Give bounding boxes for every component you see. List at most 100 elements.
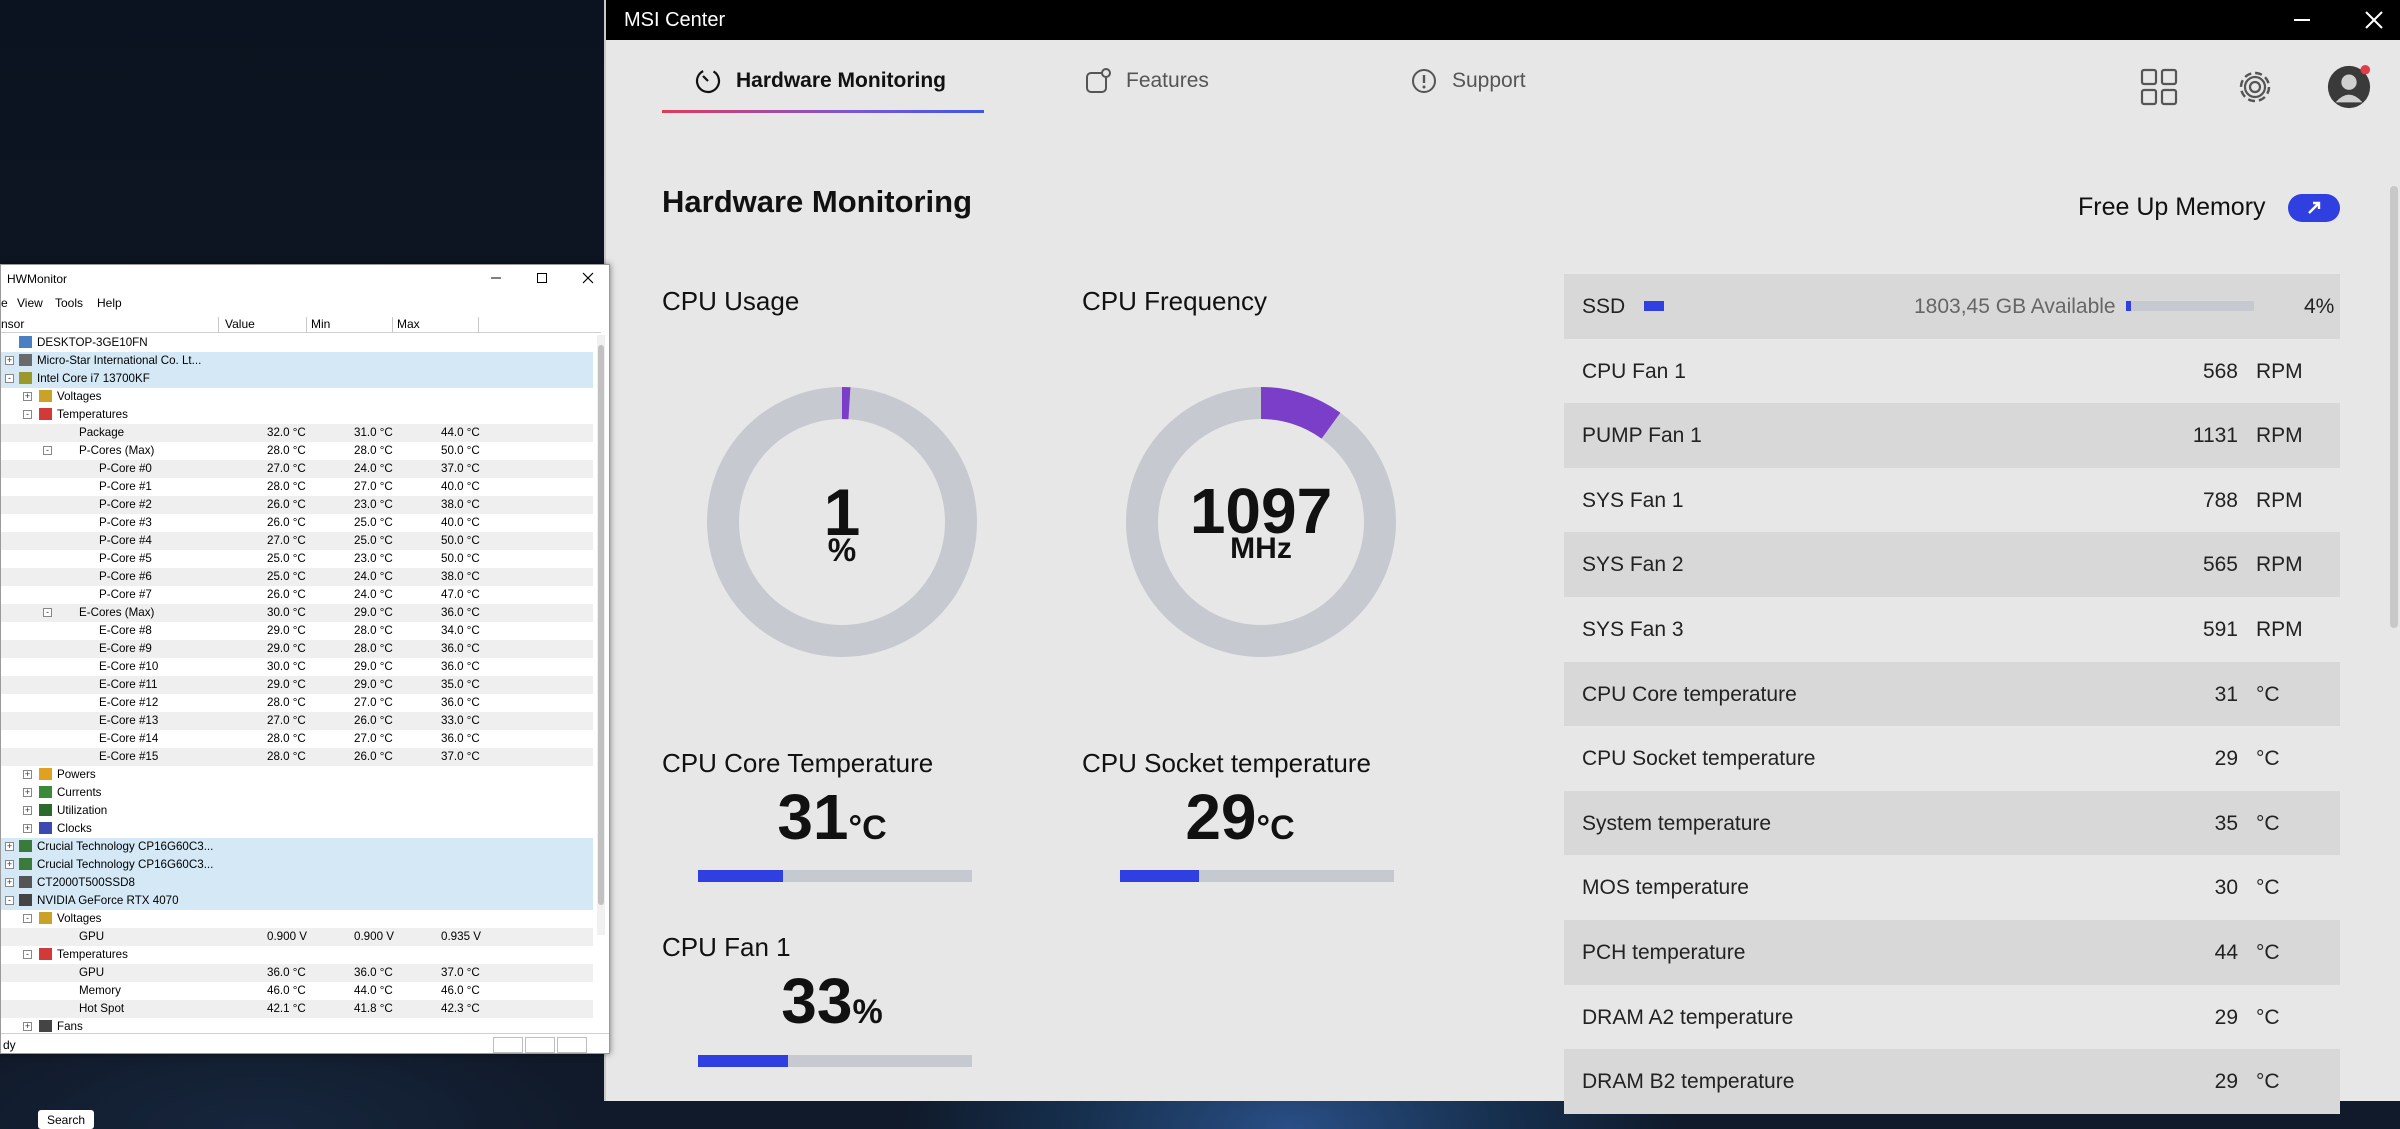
sensor-unit: °C (2256, 682, 2280, 706)
tree-row[interactable]: + Crucial Technology CP16G60C3... (1, 856, 593, 874)
tree-row[interactable]: P-Core #7 26.0 °C 24.0 °C 47.0 °C (1, 586, 593, 604)
tree-row[interactable]: + Clocks (1, 820, 593, 838)
sensor-min: 44.0 °C (354, 984, 393, 997)
collapse-icon[interactable]: - (43, 446, 52, 455)
tree-row[interactable]: E-Core #14 28.0 °C 27.0 °C 36.0 °C (1, 730, 593, 748)
sensor-max: 37.0 °C (441, 750, 480, 763)
tree-row[interactable]: E-Core #9 29.0 °C 28.0 °C 36.0 °C (1, 640, 593, 658)
collapse-icon[interactable]: - (5, 374, 14, 383)
tree-row[interactable]: - E-Cores (Max) 30.0 °C 29.0 °C 36.0 °C (1, 604, 593, 622)
tree-row[interactable]: + Powers (1, 766, 593, 784)
expand-icon[interactable]: + (23, 769, 32, 779)
expand-icon[interactable]: + (5, 877, 14, 887)
user-avatar-button[interactable] (2326, 64, 2372, 110)
sensor-max: 35.0 °C (441, 678, 480, 691)
sensor-row: CPU Socket temperature 29 °C (1564, 726, 2340, 791)
menu-tools[interactable]: Tools (55, 296, 84, 310)
sensor-min: 27.0 °C (354, 696, 393, 709)
tree-row[interactable]: Hot Spot 42.1 °C 41.8 °C 42.3 °C (1, 1000, 593, 1018)
collapse-icon[interactable]: - (5, 896, 14, 905)
vertical-scrollbar[interactable] (2390, 186, 2398, 628)
tree-row[interactable]: E-Core #10 30.0 °C 29.0 °C 36.0 °C (1, 658, 593, 676)
tree-row[interactable]: Package 32.0 °C 31.0 °C 44.0 °C (1, 424, 593, 442)
column-min[interactable]: Min (307, 317, 393, 333)
minimize-button[interactable] (2274, 0, 2330, 40)
expand-icon[interactable]: + (5, 841, 14, 851)
tree-row[interactable]: P-Core #1 28.0 °C 27.0 °C 40.0 °C (1, 478, 593, 496)
expand-icon[interactable]: + (23, 391, 32, 401)
tab-hardware-monitoring[interactable]: Hardware Monitoring (694, 64, 946, 98)
tree-row[interactable]: E-Core #15 28.0 °C 26.0 °C 37.0 °C (1, 748, 593, 766)
sensor-min: 29.0 °C (354, 606, 393, 619)
cpu-socket-temp-bar (1120, 870, 1394, 882)
menu-help[interactable]: Help (97, 296, 122, 310)
scrollbar-thumb[interactable] (598, 345, 604, 905)
tree-row[interactable]: - Temperatures (1, 406, 593, 424)
tree-row[interactable]: + Crucial Technology CP16G60C3... (1, 838, 593, 856)
tab-features[interactable]: Features (1084, 64, 1209, 98)
computer-icon (19, 336, 32, 348)
tree-row[interactable]: P-Core #0 27.0 °C 24.0 °C 37.0 °C (1, 460, 593, 478)
close-button[interactable] (577, 268, 599, 288)
tree-row[interactable]: + Fans (1, 1018, 593, 1036)
expand-icon[interactable]: + (23, 1021, 32, 1031)
menu-file[interactable]: e (1, 296, 8, 310)
tree-label: P-Core #7 (99, 588, 152, 601)
expand-icon[interactable]: + (5, 355, 14, 365)
apps-grid-button[interactable] (2136, 64, 2182, 110)
taskbar-search-button[interactable]: Search (38, 1110, 94, 1129)
expand-icon[interactable]: + (5, 859, 14, 869)
tree-row[interactable]: + Micro-Star International Co. Lt... (1, 352, 593, 370)
sensor-value: 29.0 °C (267, 624, 306, 637)
tree-row[interactable]: GPU 0.900 V 0.900 V 0.935 V (1, 928, 593, 946)
tree-row[interactable]: + Voltages (1, 388, 593, 406)
sensor-value: 44 (2214, 940, 2238, 964)
bar-fill (698, 870, 783, 882)
tree-row[interactable]: GPU 36.0 °C 36.0 °C 37.0 °C (1, 964, 593, 982)
collapse-icon[interactable]: - (43, 608, 52, 617)
tree-row[interactable]: E-Core #11 29.0 °C 29.0 °C 35.0 °C (1, 676, 593, 694)
tree-label: Hot Spot (79, 1002, 125, 1015)
tree-row[interactable]: + Currents (1, 784, 593, 802)
expand-icon[interactable]: + (23, 787, 32, 797)
vertical-scrollbar[interactable] (597, 335, 605, 935)
tree-row[interactable]: - Temperatures (1, 946, 593, 964)
tree-row[interactable]: Memory 46.0 °C 44.0 °C 46.0 °C (1, 982, 593, 1000)
settings-button[interactable] (2232, 64, 2278, 110)
tree-row[interactable]: E-Core #8 29.0 °C 28.0 °C 34.0 °C (1, 622, 593, 640)
tree-row[interactable]: P-Core #5 25.0 °C 23.0 °C 50.0 °C (1, 550, 593, 568)
tree-row[interactable]: DESKTOP-3GE10FN (1, 334, 593, 352)
tree-row[interactable]: + Utilization (1, 802, 593, 820)
menu-view[interactable]: View (17, 296, 43, 310)
cpu-core-temp-value: 31 (777, 781, 849, 853)
tree-row[interactable]: E-Core #12 28.0 °C 27.0 °C 36.0 °C (1, 694, 593, 712)
expand-icon[interactable]: + (23, 823, 32, 833)
column-value[interactable]: Value (221, 317, 307, 333)
sensor-row: DRAM A2 temperature 29 °C (1564, 985, 2340, 1050)
maximize-button[interactable] (531, 268, 553, 288)
tree-row[interactable]: - P-Cores (Max) 28.0 °C 28.0 °C 50.0 °C (1, 442, 593, 460)
close-button[interactable] (2346, 0, 2400, 40)
collapse-icon[interactable]: - (23, 410, 32, 419)
tree-row[interactable]: - NVIDIA GeForce RTX 4070 (1, 892, 593, 910)
collapse-icon[interactable]: - (23, 914, 32, 923)
ssd-label: SSD (1582, 295, 1626, 318)
tree-row[interactable]: - Intel Core i7 13700KF (1, 370, 593, 388)
tree-row[interactable]: E-Core #13 27.0 °C 26.0 °C 33.0 °C (1, 712, 593, 730)
msi-window-title: MSI Center (624, 9, 726, 31)
minimize-button[interactable] (485, 268, 507, 288)
expand-icon[interactable]: + (23, 805, 32, 815)
cpu-icon (19, 372, 32, 384)
free-up-memory-button[interactable] (2288, 194, 2340, 222)
tree-row[interactable]: P-Core #2 26.0 °C 23.0 °C 38.0 °C (1, 496, 593, 514)
cpu-socket-temp-value-group: 29°C (1100, 780, 1380, 854)
tree-row[interactable]: P-Core #6 25.0 °C 24.0 °C 38.0 °C (1, 568, 593, 586)
tree-row[interactable]: P-Core #4 27.0 °C 25.0 °C 50.0 °C (1, 532, 593, 550)
tree-row[interactable]: + CT2000T500SSD8 (1, 874, 593, 892)
tree-row[interactable]: P-Core #3 26.0 °C 25.0 °C 40.0 °C (1, 514, 593, 532)
column-sensor[interactable]: nsor (0, 317, 219, 333)
column-max[interactable]: Max (393, 317, 479, 333)
tree-row[interactable]: - Voltages (1, 910, 593, 928)
tab-support[interactable]: Support (1410, 64, 1526, 98)
collapse-icon[interactable]: - (23, 950, 32, 959)
